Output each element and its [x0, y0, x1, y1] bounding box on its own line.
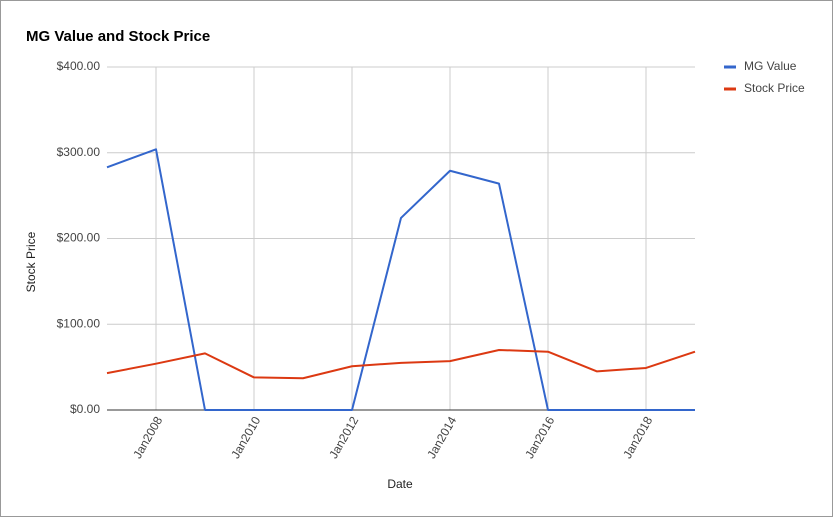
y-tick-label: $0.00	[70, 402, 100, 416]
x-axis-label: Date	[387, 477, 413, 491]
series-line	[106, 348, 696, 380]
chart-title: MG Value and Stock Price	[26, 28, 210, 45]
series-line	[106, 148, 695, 411]
y-tick-label: $400.00	[57, 59, 101, 73]
legend-label: Stock Price	[744, 81, 805, 95]
y-tick-label: $300.00	[57, 145, 101, 159]
y-tick-label: $100.00	[57, 316, 101, 330]
y-axis-label: Stock Price	[24, 231, 38, 292]
legend-label: MG Value	[744, 59, 797, 73]
y-tick-label: $200.00	[57, 231, 101, 245]
